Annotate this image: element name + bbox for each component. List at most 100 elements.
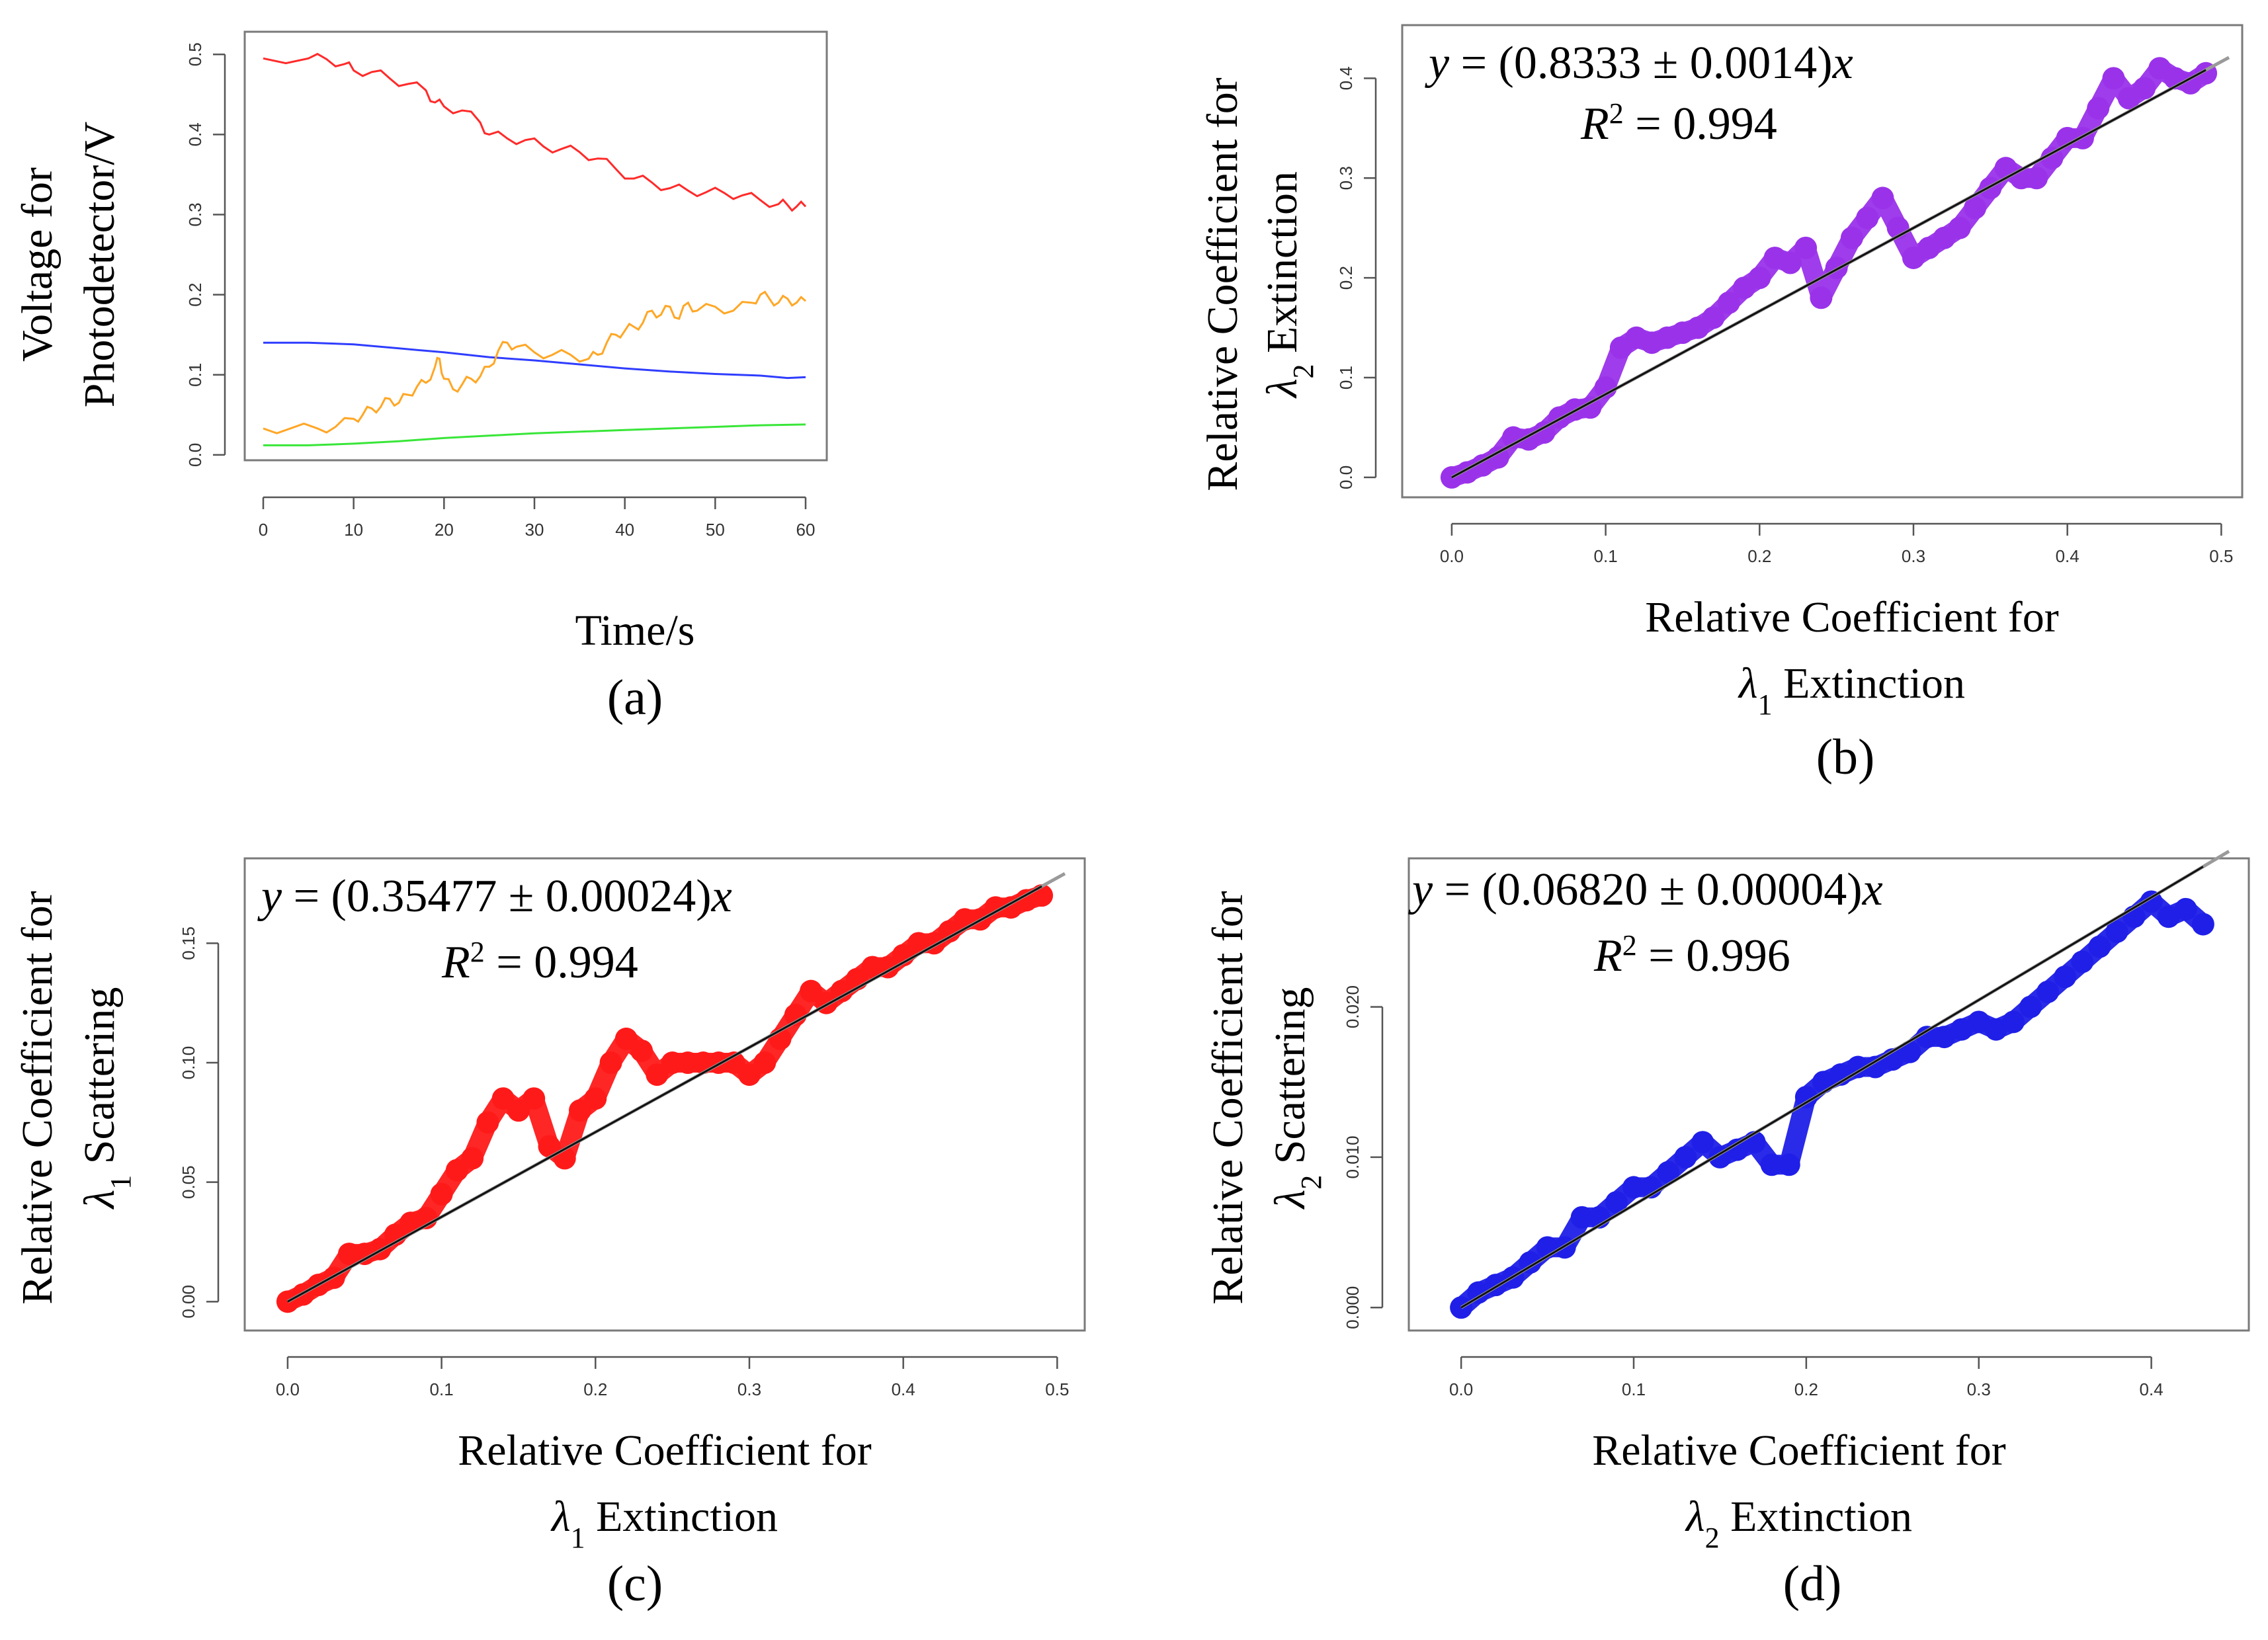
data-point [661, 1051, 684, 1075]
y-axis-title: Relative Coefficient for [1198, 77, 1247, 491]
x-tick-label: 0.4 [2140, 1379, 2163, 1399]
x-tick-label: 0.2 [583, 1379, 607, 1399]
data-point [830, 979, 853, 1003]
data-point [1691, 1131, 1714, 1154]
data-point [2037, 980, 2060, 1003]
data-point [614, 1027, 638, 1050]
data-point [1794, 236, 1818, 259]
data-point [630, 1039, 653, 1062]
x-axis: 0.0 0.1 0.2 0.3 0.4 0.5 [1440, 522, 2233, 566]
data-point [800, 979, 823, 1003]
x-tick-label: 0.0 [276, 1379, 300, 1399]
panel-d: 0.0 0.1 0.2 0.3 0.4 0.000 0.010 0.020 y = (0.068… [1204, 850, 2250, 1612]
r2-symbol: R [1580, 99, 1609, 149]
x-axis-symbol: λ [1738, 659, 1758, 708]
x-axis-title: Relative Coefficient for [1592, 1426, 2006, 1475]
data-point [1467, 1281, 1490, 1304]
x-axis-title-word: Extinction [1783, 659, 1965, 708]
y-tick-label: 0.0 [185, 443, 205, 467]
eq-lhs: y [1425, 38, 1450, 89]
data-point [2056, 126, 2079, 149]
x-tick-label: 0.3 [1902, 546, 1925, 566]
x-tick-label: 0.3 [737, 1379, 761, 1399]
plot-frame [1407, 857, 2250, 1332]
x-axis-title-line2: λ1 Extinction [550, 1493, 778, 1554]
x-axis: 0 10 20 30 40 50 60 [259, 496, 815, 540]
x-tick-label: 0.2 [1747, 546, 1771, 566]
data-point [1864, 1055, 1887, 1079]
spacer [1773, 659, 1784, 708]
x-axis-subscript: 1 [571, 1522, 585, 1554]
y-tick-label: 0.0 [1336, 466, 1356, 489]
y-axis: 0.00 0.05 0.10 0.15 [179, 926, 220, 1319]
y-tick-label: 0.00 [179, 1285, 198, 1319]
data-point [2102, 67, 2125, 90]
data-point [569, 1099, 592, 1122]
y-axis-symbol: λ [1266, 1190, 1314, 1210]
x-axis-title-line2: λ1 Extinction [1738, 659, 1965, 721]
data-point [538, 1135, 561, 1158]
data-point [1717, 291, 1740, 314]
y-axis-subscript: 2 [1295, 1175, 1327, 1190]
x-axis-subscript: 2 [1705, 1522, 1720, 1554]
series-line-blue [263, 341, 806, 380]
spacer [1258, 353, 1306, 364]
data-point [2040, 147, 2064, 170]
y-tick-label: 0.3 [1336, 166, 1356, 190]
x-tick-label: 0.1 [1594, 546, 1618, 566]
data-point [753, 1051, 777, 1075]
y-tick-label: 0.1 [185, 363, 205, 387]
x-tick-label: 0.4 [2056, 546, 2079, 566]
data-point [1622, 1176, 1645, 1199]
y-axis: 0.0 0.1 0.2 0.3 0.4 [1336, 66, 1377, 489]
eq-lhs: y [257, 871, 282, 922]
data-point [2133, 77, 2156, 100]
y-tick-label: 0.020 [1343, 985, 1363, 1028]
x-tick-label: 0.0 [1449, 1379, 1473, 1399]
eq-rhs: x [711, 871, 732, 922]
data-point [861, 956, 884, 979]
data-point [523, 1087, 546, 1110]
data-point [599, 1051, 622, 1075]
data-point [1674, 1145, 1697, 1168]
data-point [1871, 186, 1894, 210]
data-point [1760, 1153, 1783, 1176]
x-tick-label: 0.4 [892, 1379, 915, 1399]
r2-value: = 0.994 [1624, 99, 1777, 149]
data-point [1748, 266, 1771, 290]
plot-frame [1401, 24, 2244, 499]
y-tick-label: 0.000 [1343, 1286, 1363, 1329]
x-axis-title: Relative Coefficient for [1645, 593, 2059, 641]
data-point [1605, 1191, 1628, 1214]
data-point [1847, 1055, 1870, 1079]
x-axis-title: Time/s [575, 606, 695, 655]
y-axis-title-line2: λ2 Extinction [1258, 171, 1320, 399]
y-axis-symbol: λ [75, 1190, 124, 1210]
r-squared: R2 = 0.994 [1580, 97, 1777, 150]
data-point [1726, 1138, 1749, 1161]
eq-lhs: y [1408, 864, 1433, 915]
x-tick-label: 30 [525, 520, 544, 540]
data-point [1779, 251, 1802, 274]
x-tick-label: 0.0 [1440, 546, 1464, 566]
data-point [507, 1099, 530, 1122]
data-point [1533, 421, 1556, 444]
data-point [2191, 913, 2214, 936]
y-axis-title: Relative Coefficient for [1204, 891, 1252, 1305]
x-tick-label: 0.3 [1967, 1379, 1991, 1399]
r2-symbol: R [1593, 930, 1622, 981]
y-tick-label: 0.15 [179, 926, 198, 960]
r-squared: R2 = 0.996 [1593, 929, 1790, 982]
x-axis-title-line2: λ2 Extinction [1685, 1493, 1912, 1554]
y-axis: 0.0 0.1 0.2 0.3 0.4 0.5 [185, 42, 226, 467]
y-tick-label: 0.4 [1336, 66, 1356, 90]
fit-equation: y = (0.06820 ± 0.00004)x [1408, 864, 1883, 915]
data-point [2140, 890, 2163, 913]
x-axis-subscript: 1 [1758, 688, 1773, 721]
y-tick-label: 0.10 [179, 1046, 198, 1080]
eq-coef: = (0.35477 ± 0.00024) [282, 871, 712, 922]
y-axis: 0.000 0.010 0.020 [1343, 985, 1384, 1329]
x-tick-label: 0.5 [2209, 546, 2233, 566]
panel-label: (d) [1783, 1556, 1842, 1612]
